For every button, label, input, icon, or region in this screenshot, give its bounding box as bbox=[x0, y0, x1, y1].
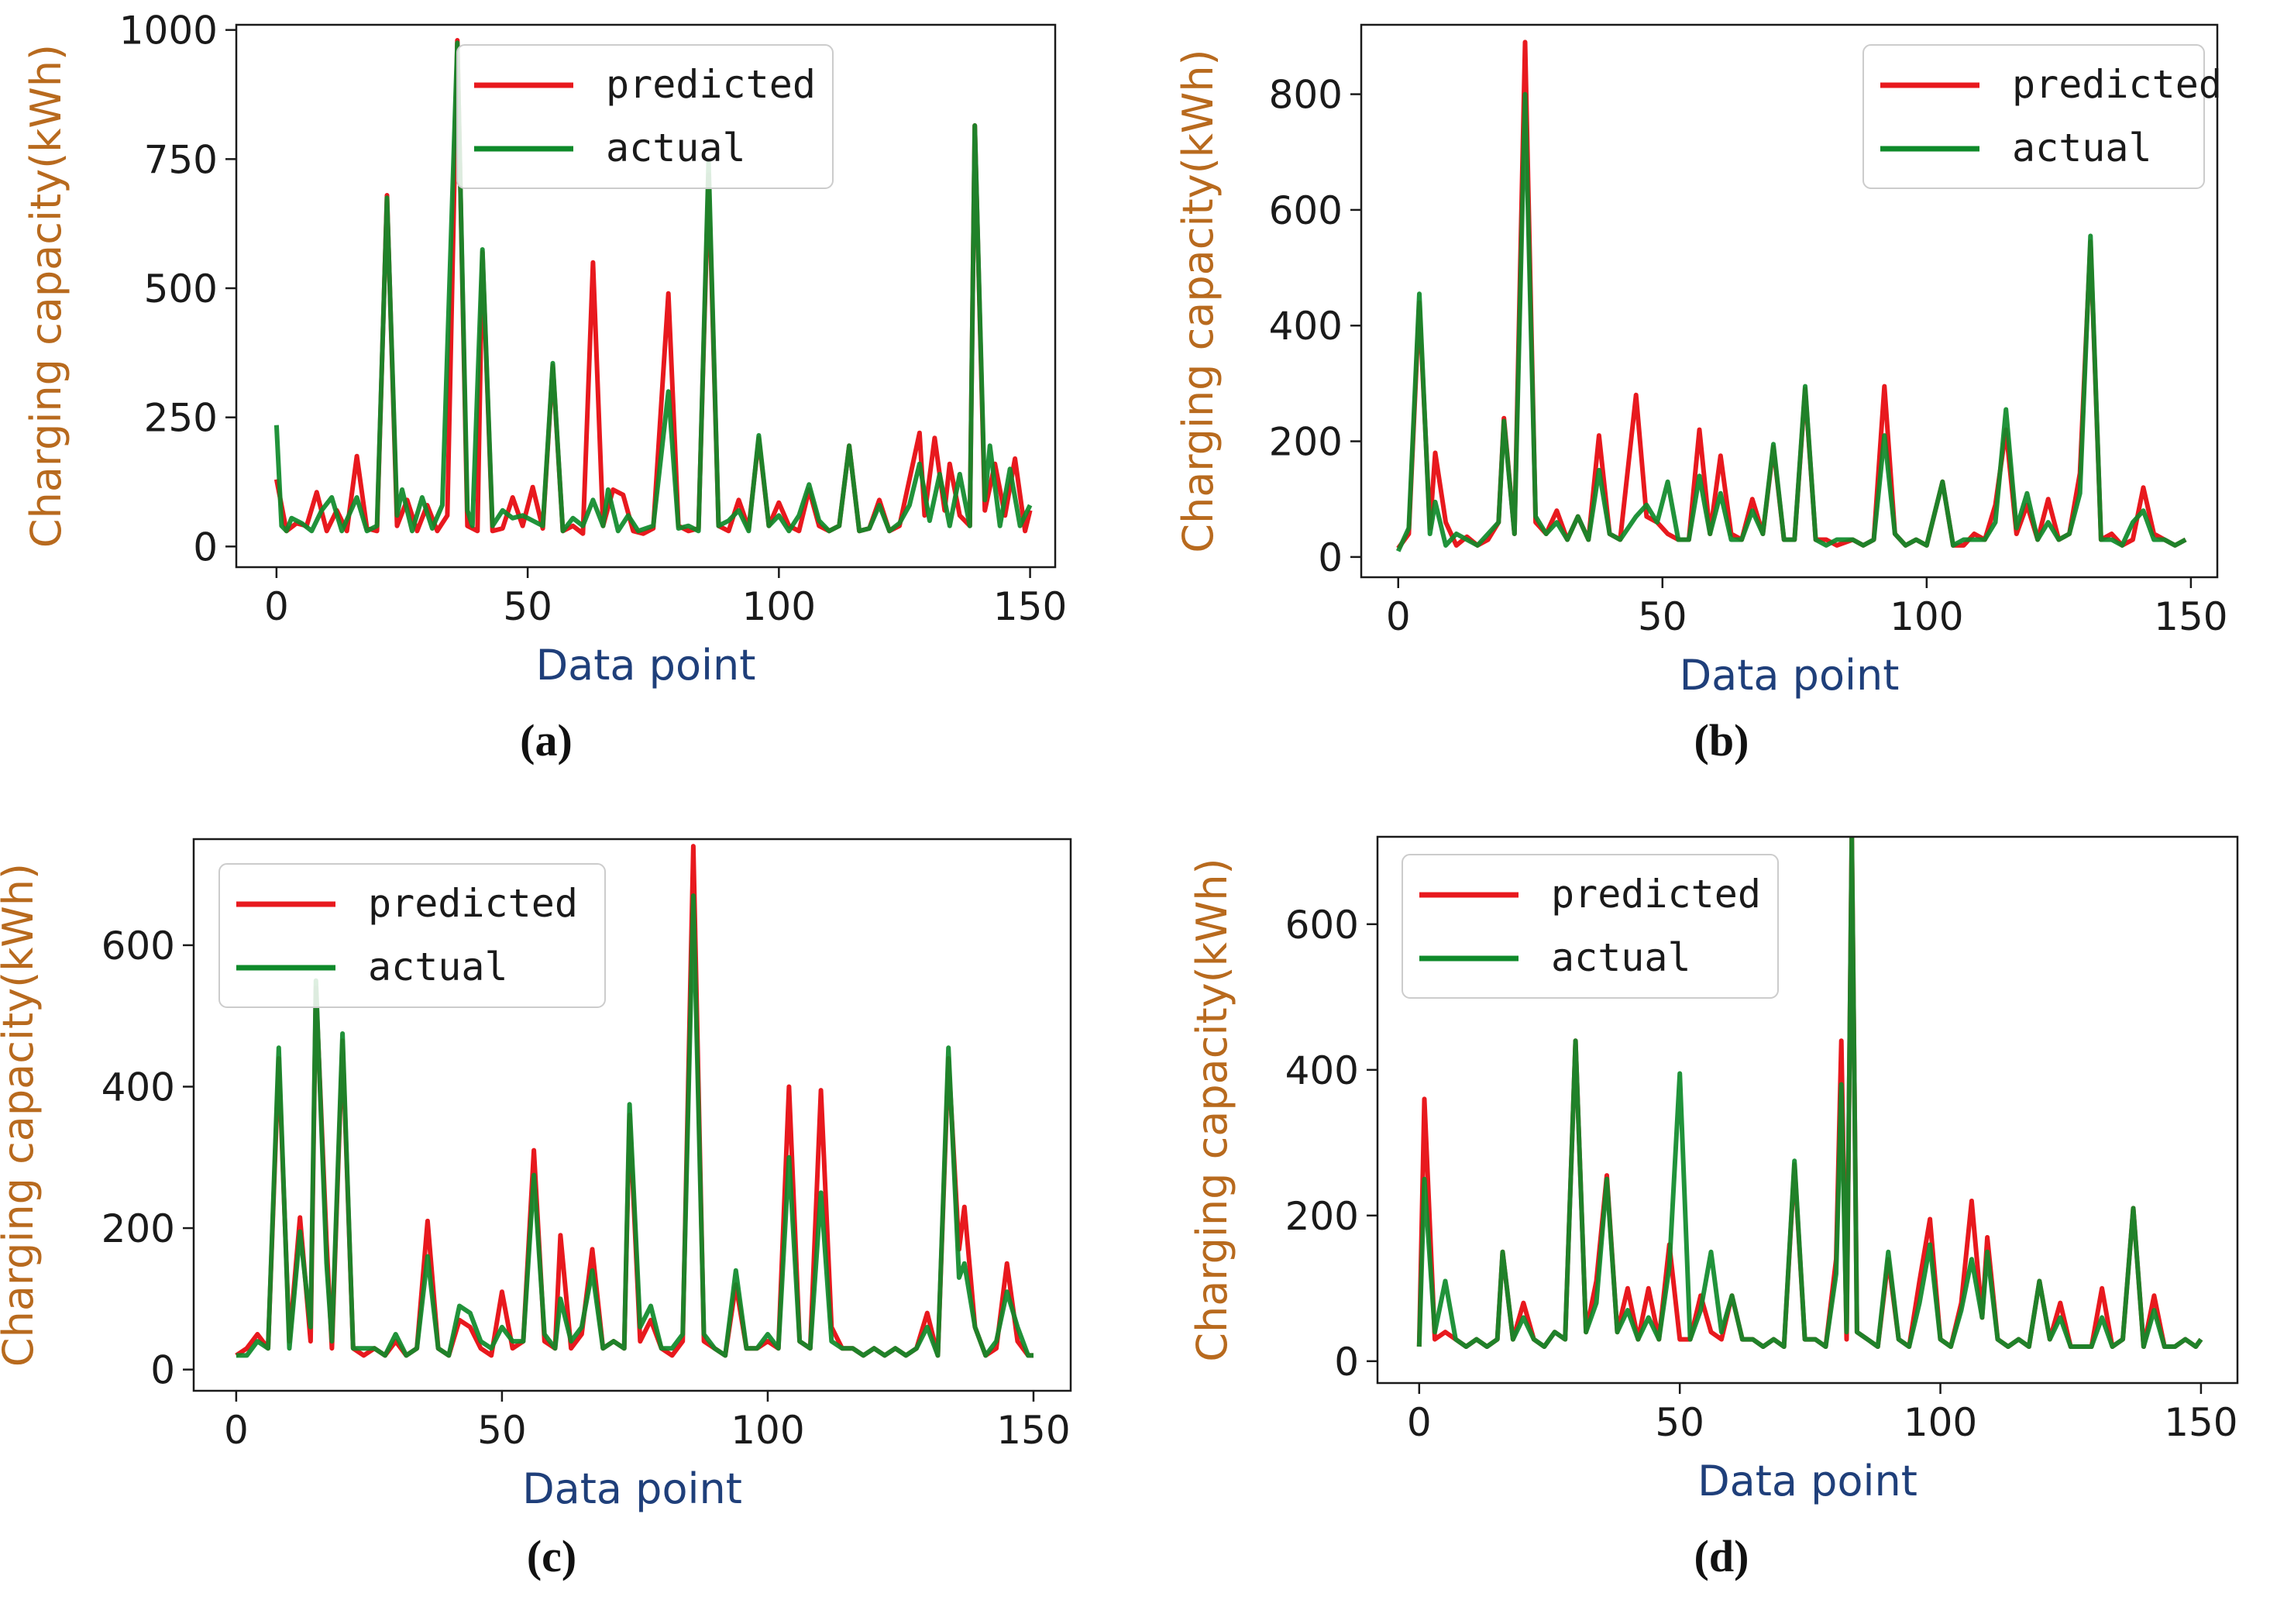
y-tick-label: 800 bbox=[1269, 73, 1343, 118]
y-tick-label: 500 bbox=[144, 267, 218, 311]
legend-label-predicted: predicted bbox=[1551, 872, 1761, 917]
y-tick-label: 0 bbox=[1334, 1340, 1359, 1385]
subplot-c: 0 50 100 150 0 200 400 600 Data point Charging ca… bbox=[0, 838, 1072, 1581]
y-tick-label: 600 bbox=[101, 924, 175, 969]
x-tick-label: 50 bbox=[503, 584, 552, 629]
legend-label-predicted: predicted bbox=[2012, 62, 2222, 107]
legend-label-predicted: predicted bbox=[368, 881, 578, 926]
legend-box bbox=[1402, 854, 1779, 999]
y-tick-label: 200 bbox=[1285, 1194, 1359, 1239]
y-tick-label: 400 bbox=[101, 1065, 175, 1110]
y-tick-label: 600 bbox=[1269, 188, 1343, 233]
legend-label-actual: actual bbox=[1551, 935, 1691, 980]
y-tick-label: 250 bbox=[144, 396, 218, 441]
legend-label-predicted: predicted bbox=[606, 62, 816, 107]
x-axis-label: Data point bbox=[1697, 1457, 1917, 1505]
series-line-actual bbox=[273, 40, 1033, 534]
y-tick-label: 0 bbox=[193, 525, 218, 569]
x-tick-label: 50 bbox=[1655, 1400, 1704, 1445]
y-tick-label: 200 bbox=[101, 1206, 175, 1251]
series-group bbox=[1416, 837, 2203, 1349]
legend-box bbox=[218, 863, 606, 1008]
y-tick-label: 600 bbox=[1285, 903, 1359, 948]
y-tick-label: 400 bbox=[1285, 1048, 1359, 1093]
x-tick-label: 50 bbox=[1638, 594, 1687, 639]
x-axis-label: Data point bbox=[536, 641, 756, 690]
axes-frame bbox=[235, 23, 1057, 569]
series-group bbox=[1395, 40, 2187, 552]
y-tick-label: 0 bbox=[150, 1348, 175, 1393]
x-tick-label: 150 bbox=[996, 1408, 1070, 1453]
axes-frame bbox=[1376, 835, 2239, 1385]
subplot-caption: (a) bbox=[520, 715, 573, 766]
series-group bbox=[273, 38, 1033, 536]
legend-label-actual: actual bbox=[368, 944, 508, 989]
y-axis-label: Charging capacity(kWh) bbox=[1174, 49, 1223, 552]
legend-label-actual: actual bbox=[2012, 126, 2152, 170]
legend-label-actual: actual bbox=[606, 126, 746, 170]
x-tick-label: 0 bbox=[1386, 594, 1411, 639]
series-line-actual bbox=[236, 893, 1034, 1358]
subplot-caption: (b) bbox=[1694, 715, 1749, 766]
x-tick-label: 150 bbox=[2164, 1400, 2237, 1445]
y-axis-label: Charging capacity(kWh) bbox=[1188, 858, 1236, 1361]
subplot-caption: (c) bbox=[527, 1531, 576, 1581]
y-tick-label: 1000 bbox=[119, 9, 218, 53]
y-tick-label: 750 bbox=[144, 137, 218, 182]
x-axis-label: Data point bbox=[522, 1464, 742, 1513]
x-tick-label: 100 bbox=[1890, 594, 1963, 639]
series-line-actual bbox=[1395, 91, 2187, 552]
legend-box bbox=[1862, 44, 2205, 189]
x-tick-label: 0 bbox=[1407, 1400, 1432, 1445]
subplot-caption: (d) bbox=[1694, 1531, 1749, 1581]
x-tick-label: 100 bbox=[1904, 1400, 1977, 1445]
x-axis-label: Data point bbox=[1680, 651, 1900, 700]
x-tick-label: 0 bbox=[264, 584, 289, 629]
y-axis-label: Charging capacity(kWh) bbox=[0, 863, 43, 1367]
subplot-b: 0 50 100 150 0 200 400 600 800 Data point Charging… bbox=[1174, 23, 2228, 766]
x-tick-label: 150 bbox=[2154, 594, 2227, 639]
x-tick-label: 50 bbox=[477, 1408, 527, 1453]
series-group bbox=[235, 844, 1034, 1358]
axes-frame bbox=[192, 838, 1072, 1392]
x-tick-label: 150 bbox=[993, 584, 1067, 629]
subplot-d: 0 50 100 150 0 200 400 600 Data point Charging ca… bbox=[1188, 835, 2239, 1581]
series-line-actual bbox=[1416, 837, 2203, 1349]
legend-box bbox=[456, 44, 834, 189]
x-tick-label: 100 bbox=[731, 1408, 804, 1453]
axes-frame bbox=[1360, 23, 2219, 579]
subplot-a: 0 50 100 150 0 250 500 750 1000 Data point Chargin… bbox=[22, 9, 1067, 766]
y-tick-label: 0 bbox=[1318, 535, 1343, 580]
y-tick-label: 200 bbox=[1269, 420, 1343, 465]
y-axis-label: Charging capacity(kWh) bbox=[22, 44, 71, 548]
x-tick-label: 0 bbox=[224, 1408, 249, 1453]
x-tick-label: 100 bbox=[742, 584, 816, 629]
y-tick-label: 400 bbox=[1269, 304, 1343, 349]
